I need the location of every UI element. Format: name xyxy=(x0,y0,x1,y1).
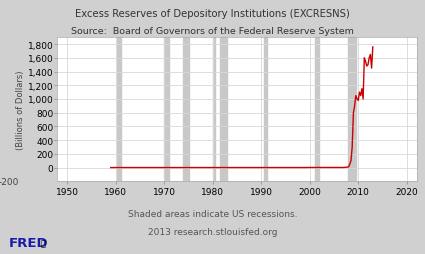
Text: Shaded areas indicate US recessions.: Shaded areas indicate US recessions. xyxy=(128,210,297,218)
Bar xyxy=(315,38,319,182)
Bar xyxy=(212,38,215,182)
Bar xyxy=(220,38,227,182)
Text: 📈: 📈 xyxy=(40,239,45,248)
Text: 2013 research.stlouisfed.org: 2013 research.stlouisfed.org xyxy=(148,227,277,236)
Bar xyxy=(183,38,189,182)
Y-axis label: (Billions of Dollars): (Billions of Dollars) xyxy=(16,70,25,149)
Bar xyxy=(348,38,356,182)
Text: Source:  Board of Governors of the Federal Reserve System: Source: Board of Governors of the Federa… xyxy=(71,27,354,36)
Text: Excess Reserves of Depository Institutions (EXCRESNS): Excess Reserves of Depository Institutio… xyxy=(75,9,350,19)
Bar xyxy=(264,38,267,182)
Text: FRED: FRED xyxy=(8,236,48,249)
Bar xyxy=(117,38,121,182)
Bar xyxy=(164,38,169,182)
Text: -200: -200 xyxy=(0,177,18,186)
